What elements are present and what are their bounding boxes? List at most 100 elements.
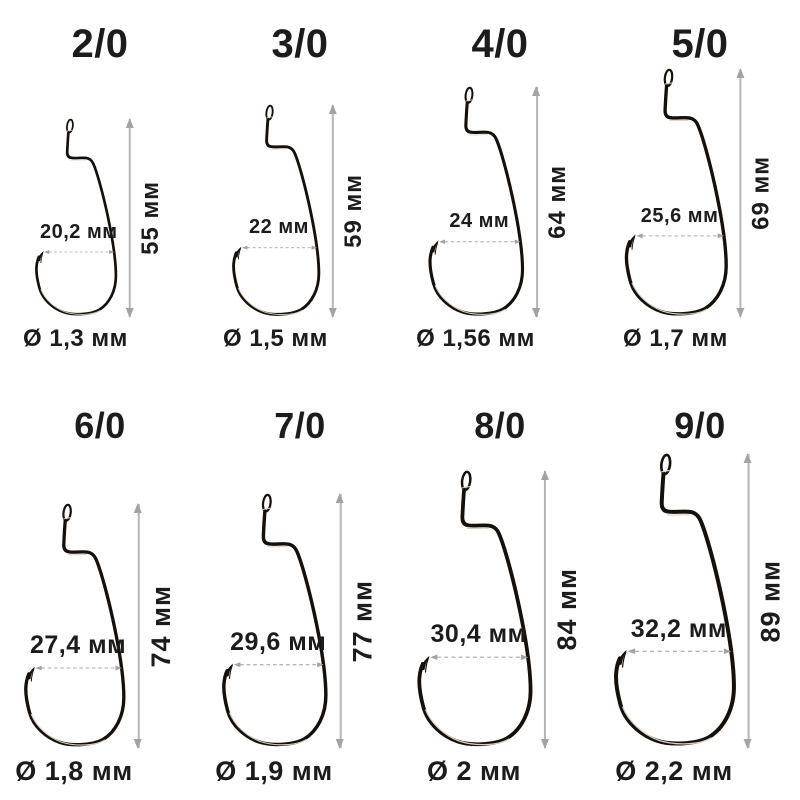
gap-arrowhead-left [439, 239, 446, 244]
hook-wire [24, 518, 126, 747]
hook-eye-wrap-mark [461, 485, 471, 489]
gap-arrowhead-left [636, 233, 643, 238]
wire-diameter-label: Ø 2,2 мм [615, 756, 733, 786]
hook-assembly: 24 мм Ø 1,56 мм 64 мм [416, 85, 572, 352]
hook-size-title: 8/0 [474, 405, 526, 446]
gap-arrowhead-right [514, 239, 521, 244]
gap-arrowhead-right [109, 250, 115, 254]
hook-cell: 8/0 [400, 400, 600, 800]
gap-dimension-line [241, 245, 318, 250]
hook-wire [222, 509, 328, 747]
height-measurement-label: 69 мм [747, 155, 775, 230]
hook-wire [428, 100, 525, 316]
height-dimension-arrow [736, 67, 745, 319]
worm-hook-illustration [222, 493, 328, 747]
hook-eye-wrap-mark [66, 129, 73, 132]
hook-wire [614, 471, 736, 746]
gap-dimension-line [35, 665, 122, 671]
hook-bend-highlight [30, 713, 106, 746]
worm-hook-illustration [24, 503, 126, 747]
hook-assembly: 30,4 мм Ø 2 мм 84 мм [417, 469, 583, 786]
height-measurement-label: 84 мм [552, 568, 583, 651]
height-measurement-label: 59 мм [340, 173, 368, 248]
hook-eye-wrap-mark [266, 116, 273, 118]
hook-size-title: 6/0 [74, 405, 126, 446]
hook-bend-highlight [434, 284, 506, 315]
hook-wire [232, 117, 321, 316]
hook-drawing-area: 30,4 мм Ø 2 мм [417, 470, 533, 786]
gap-measurement-label: 20,2 мм [39, 221, 118, 244]
gap-measurement-label: 30,4 мм [430, 620, 527, 649]
hook-drawing-area: 22 мм Ø 1,5 мм [223, 104, 327, 352]
hook-bend-highlight [237, 287, 303, 315]
hook-barb [228, 664, 233, 679]
height-dimension-arrow [133, 502, 142, 750]
wire-diameter-label: Ø 1,3 мм [23, 325, 128, 352]
gap-dimension-line [636, 233, 725, 238]
height-dimension-arrow [532, 85, 541, 319]
hook-wire [624, 83, 728, 316]
hook-barb [631, 235, 636, 250]
hook-assembly: 20,2 мм Ø 1,3 мм 55 мм [23, 118, 165, 352]
hook-wire [417, 487, 533, 746]
hook-assembly: 32,2 мм Ø 2,2 мм 89 мм [614, 453, 787, 786]
hook-drawing-area: 32,2 мм Ø 2,2 мм [614, 453, 736, 786]
hook-assembly: 25,6 мм Ø 1,7 мм 69 мм [623, 67, 775, 352]
hook-eye-wrap-mark [262, 507, 271, 510]
gap-arrowhead-right [317, 662, 324, 668]
worm-hook-illustration [428, 86, 525, 316]
gap-measurement-label: 29,6 мм [230, 627, 327, 656]
hook-assembly: 27,4 мм Ø 1,8 мм 74 мм [15, 502, 177, 786]
hook-drawing-area: 20,2 мм Ø 1,3 мм [23, 118, 127, 352]
hook-assembly: 29,6 мм Ø 1,9 мм 77 мм [215, 492, 379, 786]
hook-bend-highlight [424, 709, 510, 745]
worm-hook-illustration [624, 68, 728, 316]
gap-dimension-line [44, 250, 115, 254]
hook-size-title: 5/0 [671, 22, 729, 66]
wire-diameter-label: Ø 1,5 мм [223, 325, 328, 352]
gap-arrowhead-right [717, 233, 725, 238]
gap-arrowhead-right [521, 654, 529, 660]
height-dimension-arrow [335, 492, 344, 750]
hook-size-title: 4/0 [471, 22, 529, 66]
wire-diameter-label: Ø 1,9 мм [215, 756, 333, 786]
gap-arrowhead-right [723, 648, 732, 655]
height-measurement-label: 89 мм [755, 559, 786, 643]
gap-dimension-line [439, 239, 521, 244]
hook-bend-highlight [40, 289, 101, 315]
hook-barb [237, 247, 242, 260]
hook-wire [35, 130, 118, 316]
hook-eye-wrap-mark [63, 516, 71, 520]
worm-hook-illustration [35, 118, 118, 316]
hook-barb [40, 252, 44, 264]
height-dimension-arrow [743, 453, 752, 749]
height-measurement-label: 77 мм [347, 579, 378, 663]
hook-eye-wrap-mark [465, 98, 473, 102]
gap-arrowhead-left [233, 662, 241, 668]
hook-cell: 7/0 [200, 400, 400, 800]
hook-drawing-area: 29,6 мм Ø 1,9 мм [215, 493, 332, 786]
wire-diameter-label: Ø 1,7 мм [623, 325, 728, 352]
gap-arrowhead-left [35, 665, 42, 671]
hook-drawing-area: 24 мм Ø 1,56 мм [416, 86, 534, 352]
height-dimension-arrow [540, 469, 549, 750]
hook-bend-highlight [621, 706, 712, 745]
height-measurement-label: 74 мм [145, 584, 176, 668]
height-measurement-label: 55 мм [137, 181, 165, 255]
hook-cell: 6/0 [0, 400, 200, 800]
hook-bend-highlight [631, 282, 708, 315]
gap-measurement-label: 32,2 мм [630, 614, 727, 643]
gap-arrowhead-left [241, 245, 248, 250]
hook-assembly: 22 мм Ø 1,5 мм 59 мм [223, 103, 368, 352]
hook-drawing-area: 27,4 мм Ø 1,8 мм [15, 503, 132, 786]
hook-barb [434, 241, 439, 255]
gap-dimension-line [233, 662, 324, 668]
hook-bend-highlight [228, 712, 307, 746]
hook-cell: 9/0 [600, 400, 800, 800]
gap-arrowhead-left [627, 648, 636, 655]
worm-hook-illustration [614, 453, 736, 746]
gap-arrowhead-right [311, 245, 318, 250]
gap-measurement-label: 24 мм [449, 210, 510, 233]
hook-eye-wrap-mark [664, 81, 672, 85]
